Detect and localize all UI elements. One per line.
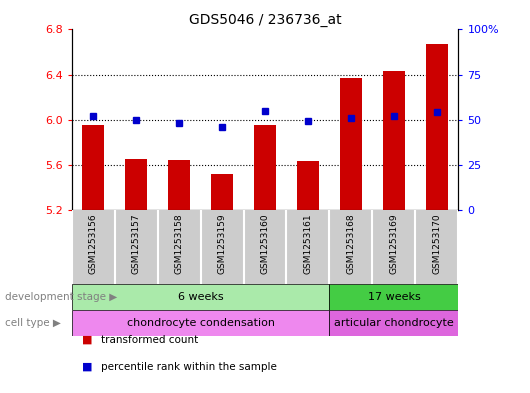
Bar — [297, 162, 319, 210]
Bar — [211, 174, 233, 210]
Text: GSM1253161: GSM1253161 — [304, 213, 313, 274]
Text: GSM1253169: GSM1253169 — [390, 213, 399, 274]
Bar — [72, 310, 330, 336]
Text: 17 weeks: 17 weeks — [368, 292, 420, 302]
Text: GSM1253156: GSM1253156 — [89, 213, 98, 274]
Bar — [330, 284, 458, 310]
Bar — [72, 284, 330, 310]
Bar — [340, 78, 361, 210]
Bar — [254, 125, 276, 210]
Text: GSM1253158: GSM1253158 — [174, 213, 183, 274]
Bar — [82, 125, 104, 210]
Title: GDS5046 / 236736_at: GDS5046 / 236736_at — [189, 13, 341, 27]
Text: cell type ▶: cell type ▶ — [5, 318, 61, 328]
Text: GSM1253160: GSM1253160 — [261, 213, 269, 274]
Bar — [426, 44, 448, 210]
Text: GSM1253170: GSM1253170 — [432, 213, 441, 274]
Bar — [169, 160, 190, 210]
Text: GSM1253157: GSM1253157 — [131, 213, 140, 274]
Text: GSM1253168: GSM1253168 — [347, 213, 356, 274]
Text: chondrocyte condensation: chondrocyte condensation — [127, 318, 275, 328]
Bar — [330, 310, 458, 336]
Text: ■: ■ — [82, 334, 93, 345]
Text: GSM1253159: GSM1253159 — [217, 213, 226, 274]
Text: 6 weeks: 6 weeks — [178, 292, 223, 302]
Text: percentile rank within the sample: percentile rank within the sample — [101, 362, 277, 372]
Text: articular chondrocyte: articular chondrocyte — [334, 318, 454, 328]
Text: transformed count: transformed count — [101, 334, 198, 345]
Bar — [383, 71, 405, 210]
Bar — [125, 159, 147, 210]
Text: development stage ▶: development stage ▶ — [5, 292, 118, 302]
Text: ■: ■ — [82, 362, 93, 372]
